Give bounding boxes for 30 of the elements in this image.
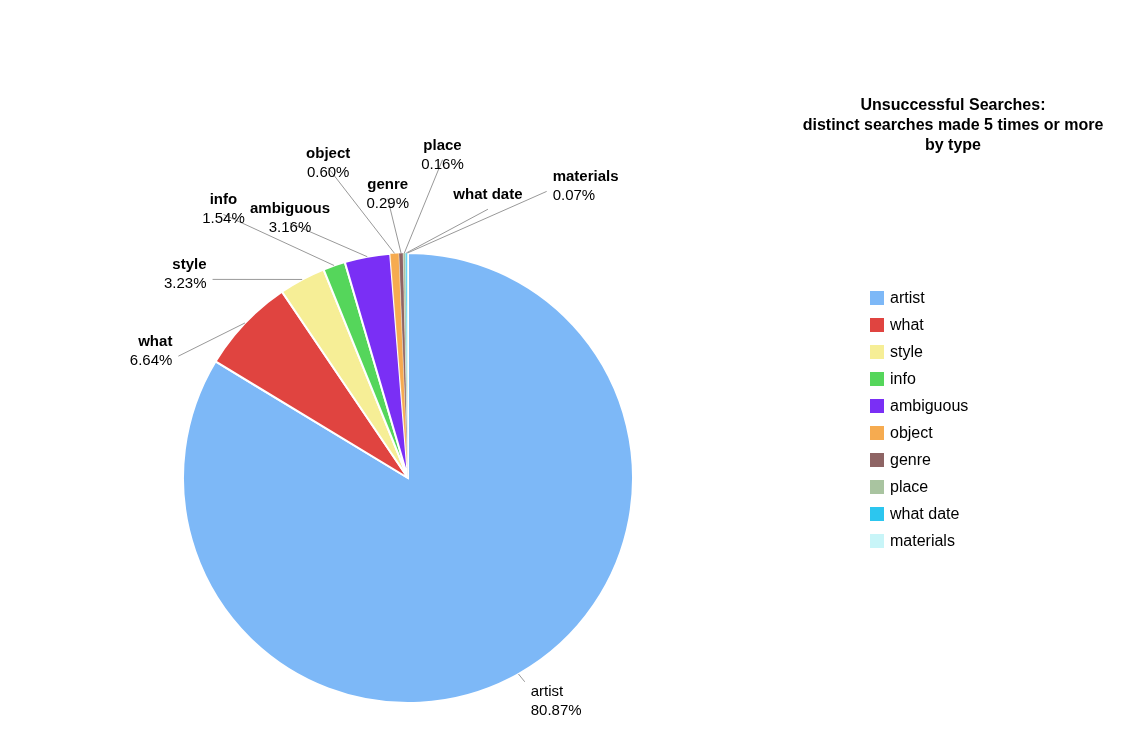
slice-label: genre	[367, 174, 409, 192]
legend-label: object	[890, 424, 934, 441]
slice-label: place	[423, 135, 462, 153]
legend-label: what	[889, 316, 925, 333]
data-label: 0.16%	[421, 154, 464, 172]
chart-title: Unsuccessful Searches: distinct searches made 5 times or more by type	[802, 96, 1104, 153]
slice-label: info	[209, 190, 238, 208]
slice-label: object	[306, 143, 351, 161]
legend-label: what date	[889, 505, 960, 522]
slice-label: style	[172, 255, 207, 273]
legend-label: ambiguous	[890, 397, 969, 414]
data-label: 6.64%	[129, 351, 173, 369]
slice-label: artist	[530, 681, 565, 699]
legend-label: place	[890, 478, 929, 495]
data-label: 1.54%	[202, 209, 245, 227]
legend-label: materials	[890, 532, 955, 549]
legend-label: style	[890, 343, 923, 360]
data-label: 80.87%	[530, 700, 582, 718]
data-label: 0.07%	[552, 186, 596, 204]
slice-label: what date	[452, 185, 523, 203]
data-label: 3.16%	[268, 218, 312, 236]
slice-label: what	[137, 332, 173, 350]
legend-label: info	[890, 370, 916, 387]
data-label: 0.60%	[306, 162, 350, 180]
data-label: 3.23%	[164, 274, 207, 292]
slice-label: materials	[552, 167, 619, 185]
slice-label: ambiguous	[250, 199, 331, 217]
legend-label: genre	[890, 451, 932, 468]
legend-label: artist	[890, 289, 926, 306]
data-label: 0.29%	[366, 193, 410, 211]
